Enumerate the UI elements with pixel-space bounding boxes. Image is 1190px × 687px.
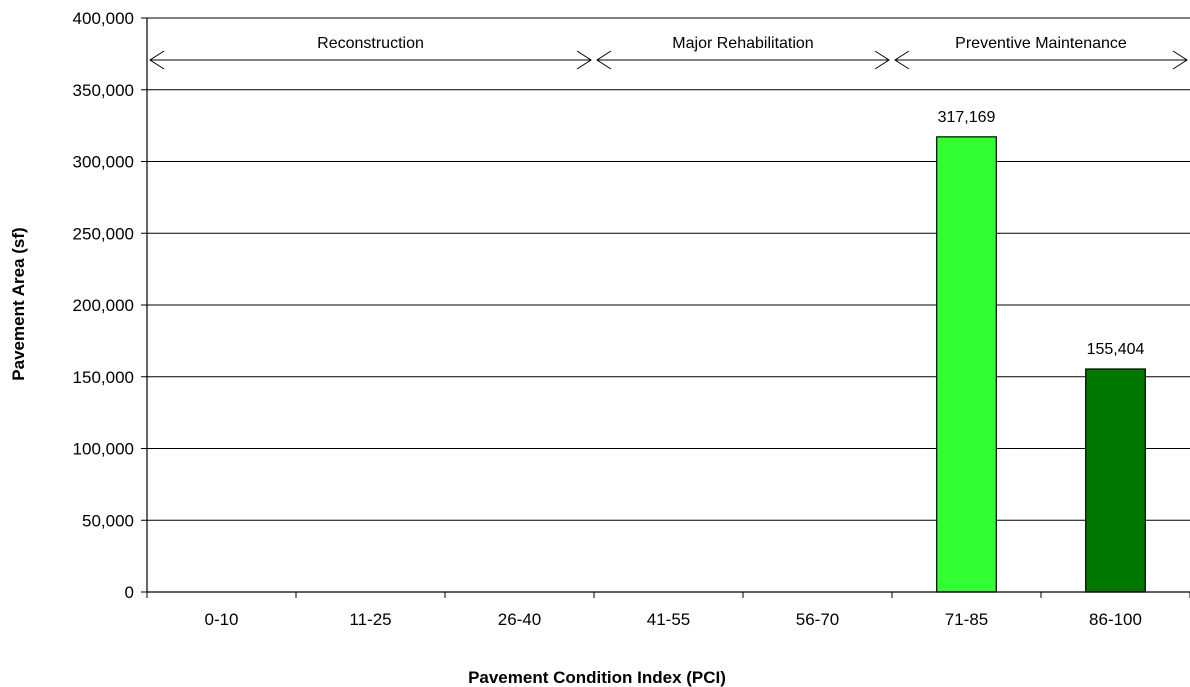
y-tick-label: 300,000	[73, 153, 134, 172]
y-tick-label: 0	[125, 583, 134, 602]
zone-preventive-maintenance: Preventive Maintenance	[894, 35, 1188, 70]
zone-arrow-right	[1172, 50, 1188, 70]
x-axis-title: Pavement Condition Index (PCI)	[468, 668, 726, 687]
zone-label: Reconstruction	[317, 35, 424, 52]
bar-86-100	[1085, 368, 1146, 593]
x-tick-label: 41-55	[647, 610, 690, 629]
zone-label: Major Rehabilitation	[672, 35, 813, 52]
zone-label: Preventive Maintenance	[955, 35, 1127, 52]
y-tick-label: 400,000	[73, 9, 134, 28]
zone-major-rehabilitation: Major Rehabilitation	[596, 35, 890, 70]
x-tick-label: 56-70	[796, 610, 839, 629]
y-tick-label: 50,000	[82, 511, 134, 530]
x-tick-label: 11-25	[349, 610, 391, 629]
zone-arrow-left	[596, 50, 612, 70]
data-label: 155,404	[1087, 341, 1145, 358]
y-tick-label: 100,000	[73, 440, 134, 459]
gridlines	[147, 17, 1190, 521]
zone-arrow-left	[149, 50, 165, 70]
y-tick-label: 150,000	[73, 368, 134, 387]
x-tick-label: 26-40	[498, 610, 541, 629]
bar-71-85	[936, 136, 997, 593]
zone-arrow-right	[576, 50, 592, 70]
y-axis-ticks: 0 50,000 100,000 150,000 200,000 250,000 300,0…	[73, 9, 147, 602]
zone-reconstruction: Reconstruction	[149, 35, 592, 70]
y-tick-label: 350,000	[73, 81, 134, 100]
x-tick-label: 71-85	[945, 610, 988, 629]
x-tick-label: 0-10	[204, 610, 238, 629]
bars: 317,169 155,404	[936, 109, 1146, 593]
zone-arrow-left	[894, 50, 910, 70]
data-label: 317,169	[938, 109, 996, 126]
zone-arrow-right	[874, 50, 890, 70]
y-axis-title: Pavement Area (sf)	[9, 227, 28, 380]
y-tick-label: 200,000	[73, 296, 134, 315]
x-tick-label: 86-100	[1089, 610, 1142, 629]
treatment-zones: Reconstruction Major Rehabilitation Preven…	[149, 35, 1188, 70]
y-tick-label: 250,000	[73, 224, 134, 243]
x-axis-ticks: 0-10 11-25 26-40 41-55 56-70 71-85 86-100	[146, 592, 1190, 629]
